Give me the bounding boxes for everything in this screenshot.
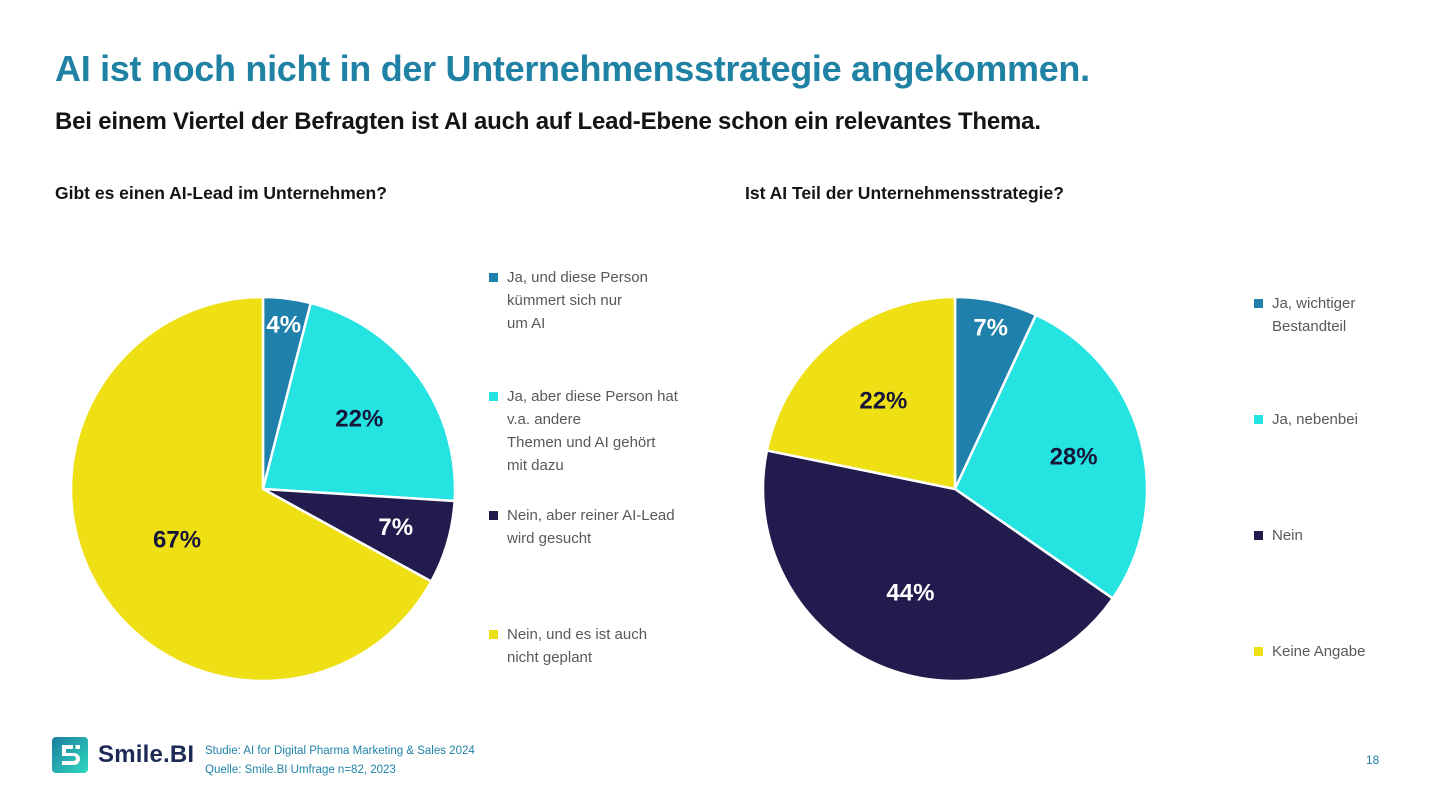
legend-swatch-icon	[1254, 647, 1263, 656]
pie-chart-ai-lead: 4% 22% 7% 67%	[69, 295, 457, 683]
legend-item: Nein, aber reiner AI-Lead wird gesucht	[489, 504, 719, 623]
pie-percent-label: 7%	[378, 514, 413, 541]
legend-swatch-icon	[1254, 415, 1263, 424]
legend-item: Ja, aber diese Person hat v.a. andere Th…	[489, 385, 719, 504]
slide-title: AI ist noch nicht in der Unternehmensstr…	[55, 48, 1090, 89]
footer-logo: Smile.BI	[52, 737, 194, 773]
pie-percent-label: 44%	[886, 580, 934, 607]
legend-label: Ja, aber diese Person hat v.a. andere Th…	[507, 388, 678, 474]
legend-ai-strategy: Ja, wichtiger Bestandteil Ja, nebenbei Nei…	[1254, 292, 1434, 756]
legend-swatch-icon	[489, 273, 498, 282]
legend-label: Ja, und diese Person kümmert sich nur um…	[507, 269, 648, 332]
pie-slice	[261, 301, 457, 503]
legend-label: Keine Angabe	[1272, 643, 1366, 660]
legend-label: Nein, und es ist auch nicht geplant	[507, 626, 648, 666]
legend-label: Nein, aber reiner AI-Lead wird gesucht	[507, 507, 675, 547]
legend-swatch-icon	[489, 630, 498, 639]
pie-slice	[761, 449, 1115, 683]
pie-slice	[953, 313, 1149, 600]
chart-title-ai-strategy: Ist AI Teil der Unternehmensstrategie?	[745, 183, 1064, 203]
logo-text: Smile.BI	[98, 741, 195, 768]
legend-swatch-icon	[1254, 531, 1263, 540]
legend-label: Nein	[1272, 527, 1303, 544]
pie-percent-label: 22%	[335, 406, 383, 433]
legend-item: Nein	[1254, 524, 1434, 640]
source-note: Studie: AI for Digital Pharma Marketing …	[205, 742, 475, 780]
legend-item: Ja, und diese Person kümmert sich nur um…	[489, 266, 719, 385]
legend-swatch-icon	[489, 511, 498, 520]
legend-item: Nein, und es ist auch nicht geplant	[489, 623, 719, 742]
pie-percent-label: 67%	[153, 526, 201, 553]
legend-ai-lead: Ja, und diese Person kümmert sich nur um…	[489, 266, 719, 742]
legend-item: Ja, nebenbei	[1254, 408, 1434, 524]
legend-label: Ja, wichtiger Bestandteil	[1272, 295, 1356, 335]
pie-percent-label: 22%	[859, 388, 907, 415]
page-number: 18	[1366, 753, 1380, 767]
slide-subtitle: Bei einem Viertel der Befragten ist AI a…	[55, 108, 1041, 135]
chart-title-ai-lead: Gibt es einen AI-Lead im Unternehmen?	[55, 183, 387, 203]
smile-bi-logo-icon	[52, 737, 88, 773]
legend-item: Keine Angabe	[1254, 640, 1434, 756]
legend-label: Ja, nebenbei	[1272, 411, 1358, 428]
source-line-quelle: Quelle: Smile.BI Umfrage n=82, 2023	[205, 764, 396, 776]
pie-slice	[69, 295, 433, 683]
legend-swatch-icon	[1254, 299, 1263, 308]
source-line-study: Studie: AI for Digital Pharma Marketing …	[205, 745, 475, 757]
pie-slice	[765, 295, 957, 491]
legend-item: Ja, wichtiger Bestandteil	[1254, 292, 1434, 408]
pie-percent-label: 7%	[973, 314, 1008, 341]
pie-percent-label: 28%	[1050, 443, 1098, 470]
pie-chart-ai-strategy: 7% 28% 44% 22%	[761, 295, 1149, 683]
legend-swatch-icon	[489, 392, 498, 401]
pie-percent-label: 4%	[266, 312, 301, 339]
